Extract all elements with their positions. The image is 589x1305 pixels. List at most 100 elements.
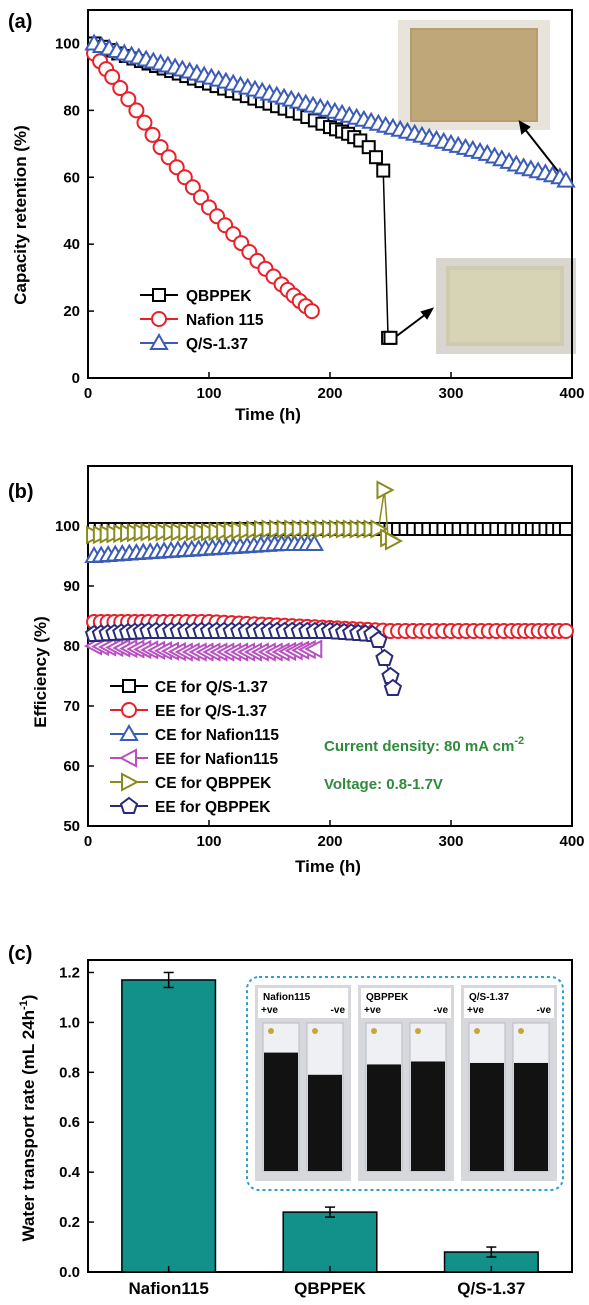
panel-c-ytick-label: 0.4 <box>59 1164 81 1181</box>
panel-a-xlabel: Time (h) <box>235 405 301 424</box>
panel-b-data-point <box>375 648 394 666</box>
cylinder-liquid <box>367 1064 401 1171</box>
photo-plus-label: +ve <box>364 1005 381 1016</box>
panel-b-data-point <box>304 639 323 659</box>
panel-a-data-point <box>368 150 383 165</box>
panel-a-data-point <box>120 91 137 108</box>
panel-c-chart: (c) 0.0 0.2 0.4 0.6 0.8 1.0 1.2 Nafion115 QBPPEK… <box>8 943 573 1298</box>
panel-c-category-label: Nafion115 <box>129 1279 209 1298</box>
legend-b-ce-qbppek: CE for QBPPEK <box>110 772 272 792</box>
panel-a-xtick-label: 300 <box>438 385 463 402</box>
panel-b-chart: (b) 0 100 200 300 400 50 60 70 80 90 100 CE for Q/… <box>8 465 585 876</box>
panel-b-label: (b) <box>8 481 34 503</box>
photo-label-box <box>361 988 451 1018</box>
panel-b-xtick-label: 200 <box>317 833 342 850</box>
panel-b-data-point <box>376 480 395 500</box>
legend-b-ce-qs-label: CE for Q/S-1.37 <box>155 679 268 696</box>
panel-c-bar <box>282 1211 378 1273</box>
panel-a-xtick-label: 400 <box>559 385 584 402</box>
panel-a-data-point <box>144 126 161 143</box>
legend-b-ee-qs: EE for Q/S-1.37 <box>110 702 267 720</box>
panel-a-ytick-label: 80 <box>63 102 80 119</box>
panel-b-xlabel: Time (h) <box>295 857 361 876</box>
cylinder-photo-inset: Nafion115 +ve -ve QBPPEK +ve -ve Q/S-1.37 +ve -v… <box>246 976 564 1191</box>
panel-b-ytick-label: 50 <box>63 818 80 835</box>
photo-minus-label: -ve <box>331 1005 346 1016</box>
photo-minus-label: -ve <box>537 1005 552 1016</box>
panel-b-xtick-label: 400 <box>559 833 584 850</box>
panel-b-data-point <box>384 531 404 551</box>
legend-b-ee-nafion: EE for Nafion115 <box>110 748 279 768</box>
legend-b-ce-nafion: CE for Nafion115 <box>110 723 279 744</box>
panel-c-ytick-label: 1.2 <box>59 964 80 981</box>
legend-b-ce-qbppek-label: CE for QBPPEK <box>155 775 272 792</box>
panel-a-data-point <box>556 170 576 188</box>
panel-a-ytick-label: 60 <box>63 169 80 186</box>
photo-title: Nafion115 <box>263 992 311 1003</box>
panel-b-xtick-label: 0 <box>84 833 92 850</box>
panel-a-xtick-label: 0 <box>84 385 92 402</box>
current-density-annotation: Current density: 80 mA cm-2 <box>324 735 524 755</box>
cylinder-photo: QBPPEK +ve -ve <box>358 985 454 1181</box>
panel-c-category-label: QBPPEK <box>294 1279 367 1298</box>
panel-a-ytick-label: 100 <box>55 35 80 52</box>
voltage-annotation: Voltage: 0.8-1.7V <box>324 776 443 793</box>
panel-a-data-point <box>104 68 121 85</box>
panel-a-data-point <box>112 80 129 97</box>
cylinder-photo: Q/S-1.37 +ve -ve <box>461 985 557 1181</box>
panel-b-ytick-label: 70 <box>63 698 80 715</box>
panel-c-ytick-label: 0.2 <box>59 1214 80 1231</box>
cylinder-logo <box>268 1028 274 1034</box>
panel-a-ytick-label: 20 <box>63 303 80 320</box>
panel-c-ytick-label: 0.8 <box>59 1064 80 1081</box>
panel-a-data-point <box>136 114 153 131</box>
cylinder-liquid <box>470 1062 504 1171</box>
cylinder-liquid <box>514 1062 548 1171</box>
photo-plus-label: +ve <box>261 1005 278 1016</box>
panel-b-data-point <box>369 630 388 648</box>
cylinder-liquid <box>308 1074 342 1171</box>
panel-c-ytick-label: 1.0 <box>59 1014 80 1031</box>
panel-c-bar <box>121 979 217 1273</box>
photo-label-box <box>464 988 554 1018</box>
panel-b-ytick-label: 80 <box>63 638 80 655</box>
panel-c-ytick-label: 0.6 <box>59 1114 80 1131</box>
panel-a-ylabel: Capacity retention (%) <box>11 125 30 304</box>
panel-a-xtick-label: 100 <box>196 385 221 402</box>
panel-a-xtick-label: 200 <box>317 385 342 402</box>
panel-b-ytick-label: 60 <box>63 758 80 775</box>
legend-b-ee-qbppek: EE for QBPPEK <box>110 796 271 816</box>
cylinder-liquid <box>411 1061 445 1171</box>
panel-b-data-point <box>383 678 403 696</box>
photo-title: QBPPEK <box>366 992 409 1003</box>
panel-a-data-point <box>383 330 398 345</box>
panel-a-data-point <box>361 140 376 155</box>
legend-b-ee-qs-label: EE for Q/S-1.37 <box>155 703 267 720</box>
panel-a-ytick-label: 40 <box>63 236 80 253</box>
cylinder-logo <box>518 1028 524 1034</box>
photo-label-box <box>258 988 348 1018</box>
panel-a-data-point <box>128 102 145 119</box>
legend-a-nafion: Nafion 115 <box>140 311 264 329</box>
legend-b-ce-nafion-label: CE for Nafion115 <box>155 727 279 744</box>
panel-c-ylabel: Water transport rate (mL 24h-1) <box>18 995 38 1242</box>
photo-title: Q/S-1.37 <box>469 992 509 1003</box>
cylinder-logo <box>371 1028 377 1034</box>
panel-b-data-point <box>558 522 573 536</box>
membrane-photo-top <box>398 20 550 130</box>
panel-a-ytick-label: 0 <box>72 370 80 387</box>
panel-b-data-point <box>304 533 324 551</box>
legend-a: QBPPEK Nafion 115 Q/S-1.37 <box>140 288 264 353</box>
cylinder-logo <box>415 1028 421 1034</box>
panel-a-label: (a) <box>8 11 32 33</box>
panel-b-data-point <box>557 623 574 639</box>
panel-b-ylabel: Efficiency (%) <box>31 616 50 727</box>
panel-a-chart: (a) 0 100 200 300 400 0 20 40 60 80 100 QBPPEK <box>8 9 585 424</box>
cylinder-photo: Nafion115 +ve -ve <box>255 985 351 1181</box>
panel-c-ytick-label: 0.0 <box>59 1264 80 1281</box>
legend-a-qs: Q/S-1.37 <box>140 332 248 353</box>
photo-minus-label: -ve <box>434 1005 449 1016</box>
cylinder-logo <box>312 1028 318 1034</box>
panel-b-ytick-label: 90 <box>63 578 80 595</box>
